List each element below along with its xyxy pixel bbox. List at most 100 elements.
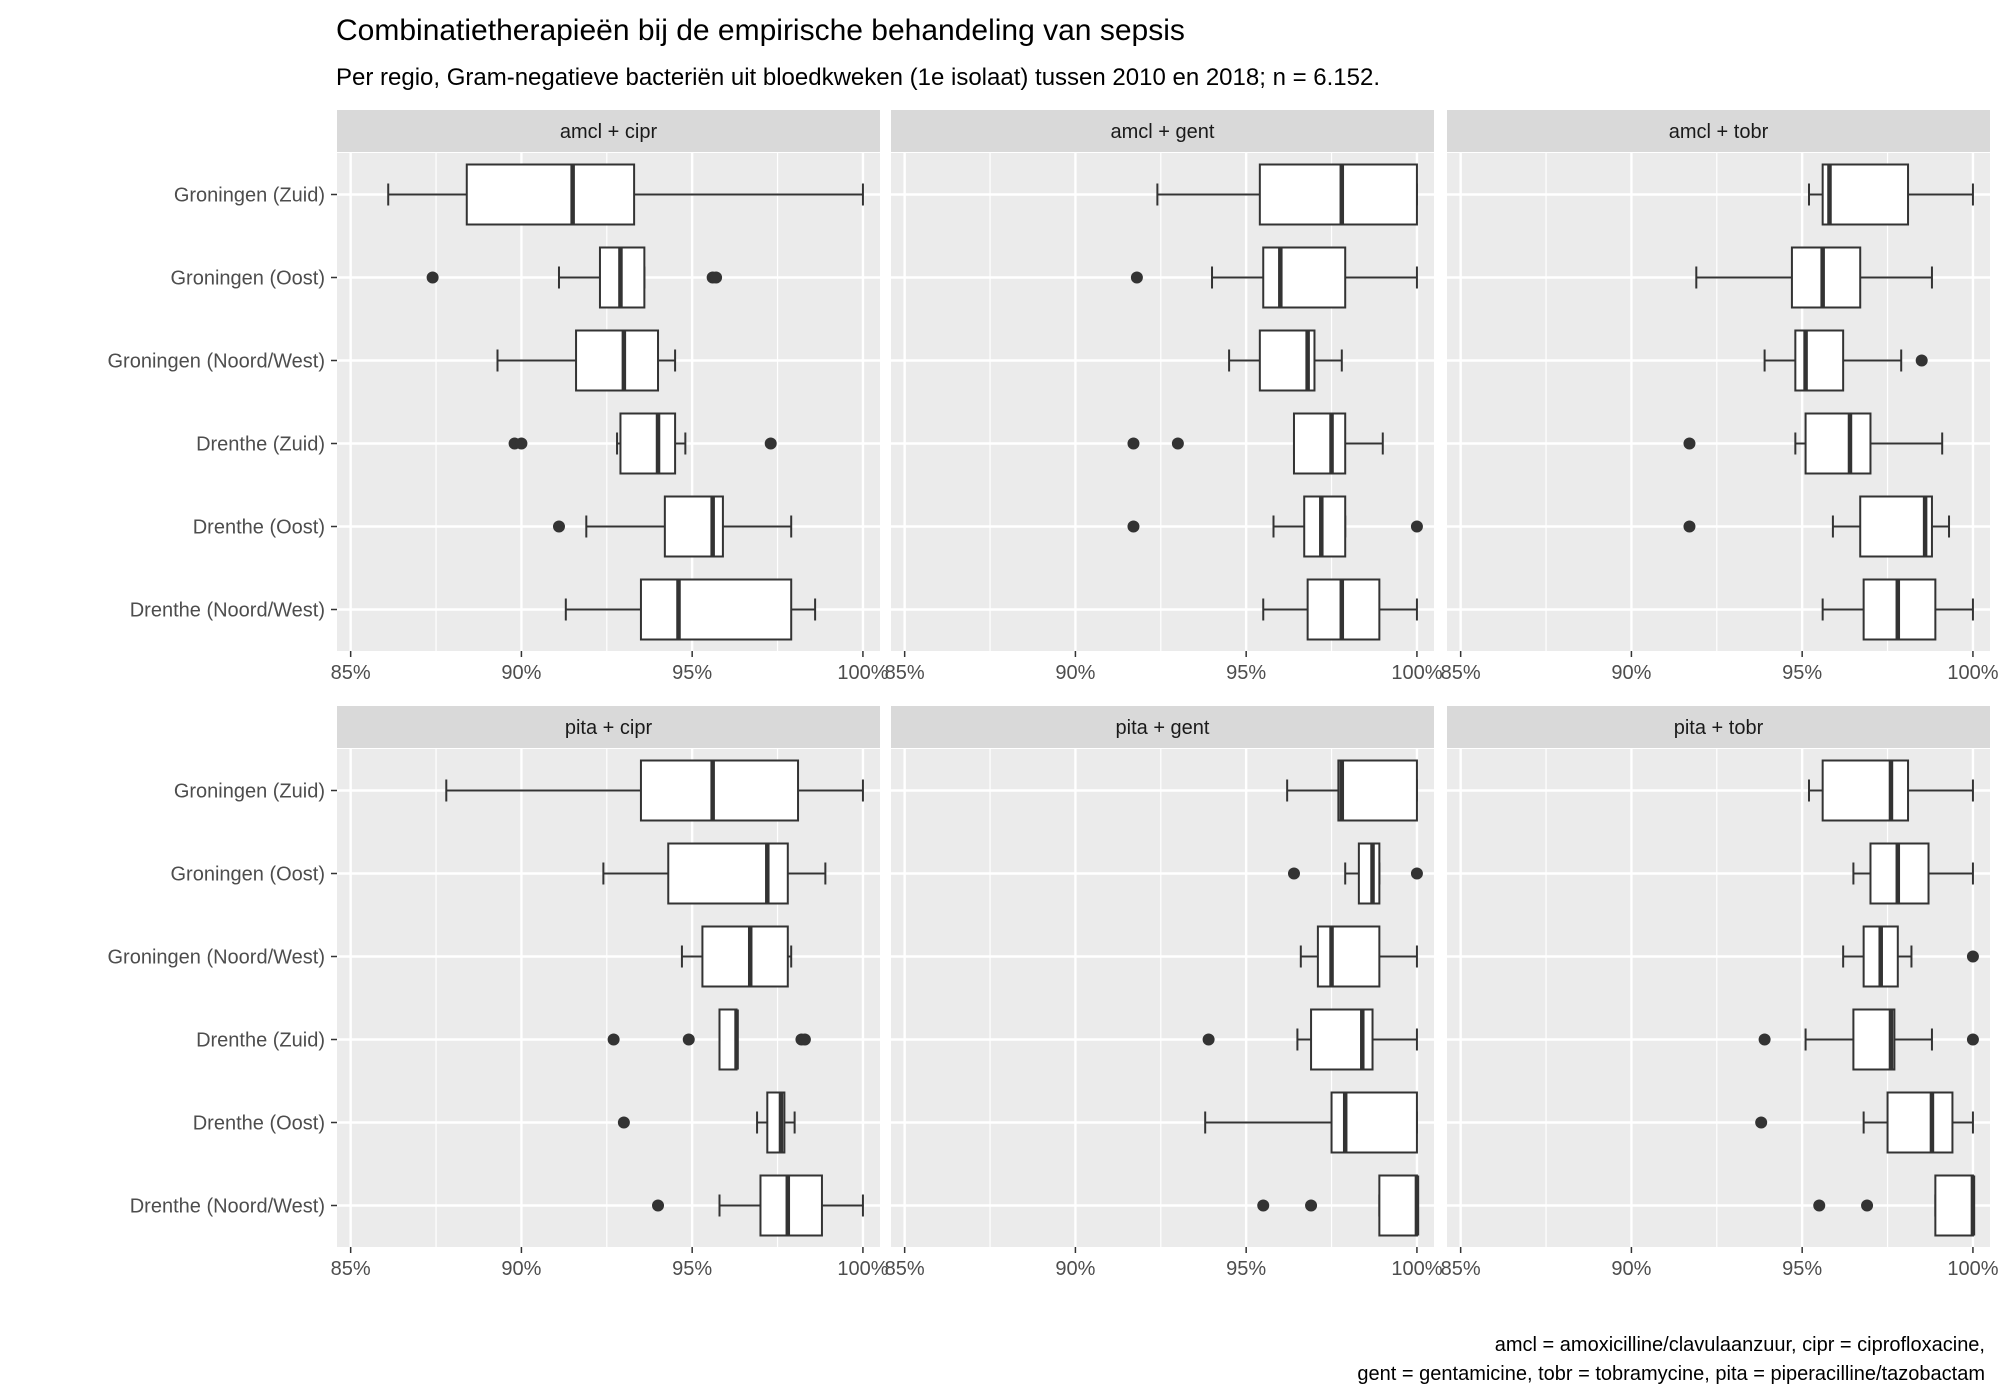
boxplot [426,246,723,309]
boxplot [617,1091,796,1154]
outlier-point [1305,1199,1318,1212]
outlier-point [617,1116,630,1129]
box [1337,759,1418,822]
category-label: Drenthe (Oost) [193,1113,325,1135]
facet-2: amcl + tobr 85% 90% 95% 100% [1441,110,1999,684]
x-tick-label: 90% [1611,1258,1651,1280]
caption-line-1: amcl = amoxicilline/clavulaanzuur, cipr … [1495,1334,1985,1356]
boxplot [1808,163,1974,226]
category-label: Groningen (Oost) [170,864,325,886]
x-tick-label: 85% [1441,662,1481,684]
box [701,925,789,988]
outlier-point [1257,1199,1270,1212]
boxplot [1127,412,1384,475]
category-label: Groningen (Zuid) [174,781,325,803]
facet-label: pita + cipr [565,717,653,739]
x-tick-label: 95% [672,662,712,684]
boxplot [496,329,677,392]
outlier-point [1915,354,1928,367]
x-tick-label: 90% [501,1258,541,1280]
boxplot [1763,329,1928,392]
x-tick-label: 90% [501,662,541,684]
outlier-point [764,437,777,450]
x-tick-label: 95% [672,1258,712,1280]
category-label: Drenthe (Noord/West) [130,600,325,622]
boxplot [552,495,793,558]
boxplot [652,1174,864,1237]
boxplot [680,925,793,988]
facet-label: pita + gent [1116,717,1210,739]
x-tick-label: 95% [1226,662,1266,684]
outlier-point [1758,1033,1771,1046]
facet-strip [891,110,1434,152]
boxplot [1130,246,1418,309]
x-tick-label: 100% [1947,1258,1998,1280]
outlier-point [1127,520,1140,533]
facet-4: pita + gent 85% 90% 95% 100% [885,706,1443,1280]
box [1821,163,1910,226]
box [1821,759,1910,822]
x-tick-label: 85% [331,1258,371,1280]
outlier-point [1287,867,1300,880]
outlier-point [607,1033,620,1046]
boxplot [602,842,827,905]
box [1303,495,1347,558]
box [1316,925,1381,988]
facet-strip [1447,706,1990,748]
boxplot [1299,925,1418,988]
box [465,163,636,226]
x-tick-label: 100% [837,1258,888,1280]
box [1886,1091,1954,1154]
boxplot [1813,1174,1976,1237]
outlier-point [652,1199,665,1212]
facet-5: pita + tobr 85% 90% 95% 100% [1441,706,1999,1280]
boxplot [1286,759,1418,822]
outlier-point [552,520,565,533]
outlier-point [515,437,528,450]
facet-strip [1447,110,1990,152]
category-label: Groningen (Noord/West) [108,351,326,373]
panel-background [891,749,1434,1247]
box [639,578,793,641]
outlier-point [1861,1199,1874,1212]
outlier-point [426,271,439,284]
outlier-point [1683,520,1696,533]
facet-3: pita + cipr 85% 90% 95% 100% Groningen (Zuid)… [108,706,889,1280]
box [759,1174,823,1237]
facet-strip [337,110,880,152]
category-label: Drenthe (Oost) [193,517,325,539]
outlier-point [1127,437,1140,450]
chart-subtitle: Per regio, Gram-negatieve bacteriën uit … [336,64,1380,91]
category-label: Groningen (Zuid) [174,185,325,207]
panel-background [891,153,1434,651]
boxplot [1758,1008,1979,1071]
outlier-point [710,271,723,284]
box [575,329,660,392]
x-tick-label: 100% [1947,662,1998,684]
boxplot [564,578,817,641]
box [1804,412,1872,475]
x-tick-label: 95% [1226,1258,1266,1280]
boxplot [1127,495,1423,558]
caption-line-2: gent = gentamicine, tobr = tobramycine, … [1357,1363,1985,1385]
facet-panels: amcl + cipr 85% 90% 95% 100% Groningen (Zuid)… [108,110,1999,1280]
box [1357,842,1381,905]
box [1859,495,1933,558]
boxplot [1287,842,1423,905]
facet-0: amcl + cipr 85% 90% 95% 100% Groningen (Zuid)… [108,110,889,684]
boxplot [1755,1091,1974,1154]
category-label: Drenthe (Noord/West) [130,1196,325,1218]
boxplot [1204,1091,1418,1154]
outlier-point [1966,950,1979,963]
outlier-point [1202,1033,1215,1046]
x-tick-label: 95% [1782,662,1822,684]
box [1852,1008,1896,1071]
box [1262,246,1347,309]
x-tick-label: 85% [885,1258,925,1280]
facet-strip [891,706,1434,748]
outlier-point [1410,520,1423,533]
outlier-point [1171,437,1184,450]
boxplot [1202,1008,1418,1071]
outlier-point [1966,1033,1979,1046]
